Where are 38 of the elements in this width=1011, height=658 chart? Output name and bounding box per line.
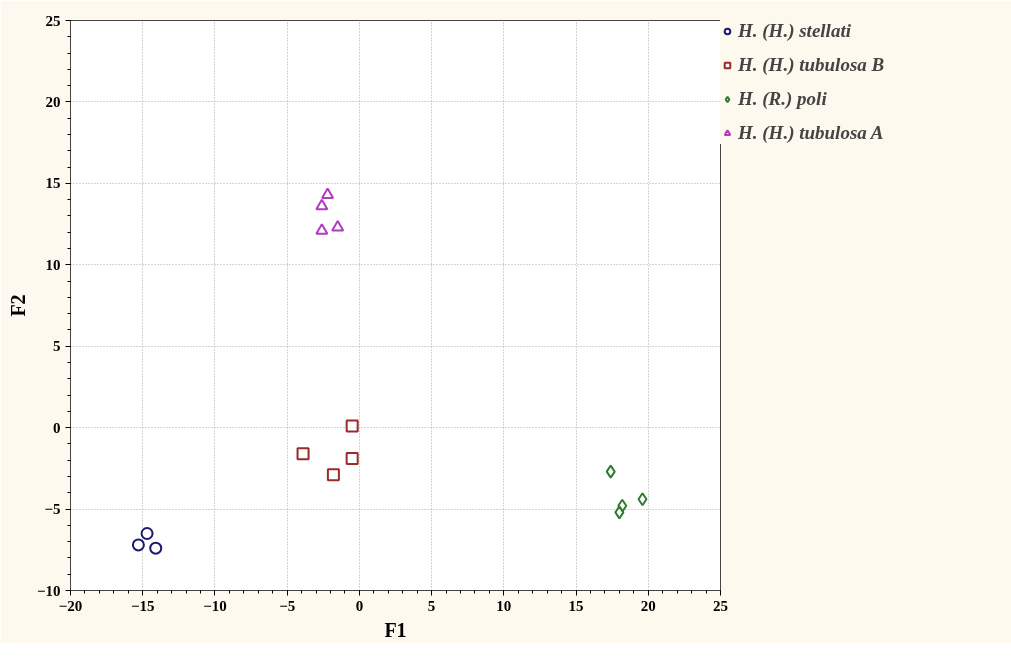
point [149,541,163,555]
x-tick-label: 15 [568,597,584,614]
y-axis-title: F2 [6,294,29,317]
x-tick-label: 5 [427,597,436,614]
point [614,505,625,520]
x-tick-label: −5 [279,597,296,614]
legend-label: H. (H.) tubulosa B [738,54,885,76]
legend-label: H. (H.) tubulosa A [738,122,884,144]
x-tick-label: 0 [355,597,364,614]
point [345,419,359,433]
point [315,223,329,235]
point [345,452,359,466]
legend-label: H. (R.) poli [738,88,827,110]
point [140,527,154,540]
y-tick-label: 5 [53,338,61,355]
x-tick-label: 10 [496,597,512,614]
y-tick-label: −5 [44,501,61,518]
x-tick-label: 25 [713,597,728,614]
point [131,538,145,552]
y-tick-label: 10 [45,256,61,273]
x-tick-label: 20 [640,597,656,614]
y-tick-label: 25 [45,12,61,29]
point [321,187,335,199]
legend-label: H. (H.) stellati [738,20,851,42]
point [605,464,616,479]
point [296,447,310,461]
y-tick-label: 15 [45,175,61,192]
x-tick-label: −20 [58,597,83,614]
y-tick-label: 0 [53,419,61,436]
point [331,219,345,232]
y-tick-label: 20 [45,93,61,110]
point [315,198,329,211]
point [637,492,648,507]
x-tick-label: −15 [130,597,155,614]
x-tick-label: −10 [203,597,227,614]
point [326,468,340,482]
y-tick-label: −10 [36,582,61,599]
x-axis-title: F1 [384,618,407,641]
